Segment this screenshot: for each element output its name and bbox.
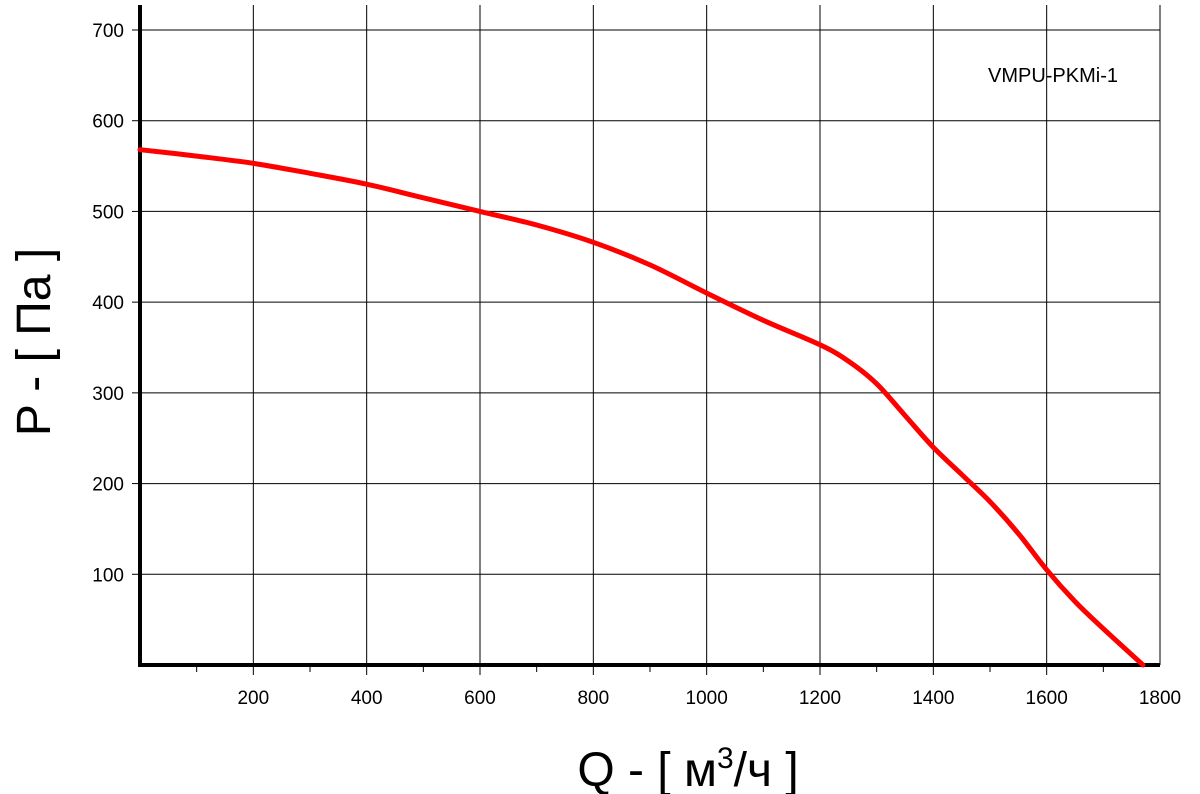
y-tick-label: 500 <box>92 202 124 223</box>
y-tick-label: 700 <box>92 21 124 42</box>
x-minor-ticks <box>132 29 1104 675</box>
x-tick-label: 200 <box>237 688 269 709</box>
series-layer <box>137 147 1146 668</box>
x-tick-label: 1400 <box>912 688 954 709</box>
x-axis-title: Q - [ м3/ч ] <box>577 742 798 794</box>
x-tick-labels: 200 400 600 800 1000 1200 1400 1600 1800 <box>237 688 1181 709</box>
x-tick-label: 400 <box>351 688 383 709</box>
x-tick-label: 600 <box>464 688 496 709</box>
y-axis-title: P - [ Па ] <box>8 248 61 436</box>
series-line <box>137 147 1146 668</box>
x-tick-label: 1200 <box>799 688 841 709</box>
axes <box>138 5 1160 667</box>
model-label: VMPU-PKMi-1 <box>988 65 1118 87</box>
x-tick-label: 1000 <box>686 688 728 709</box>
y-tick-label: 200 <box>92 475 124 496</box>
x-axis-title-base: Q - [ м <box>577 744 717 794</box>
y-tick-label: 400 <box>92 293 124 314</box>
y-tick-label: 300 <box>92 384 124 405</box>
x-tick-label: 1800 <box>1139 688 1181 709</box>
y-tick-label: 600 <box>92 112 124 133</box>
x-tick-label: 800 <box>577 688 609 709</box>
y-tick-label: 100 <box>92 565 124 586</box>
y-tick-labels: 100 200 300 400 500 600 700 <box>92 21 124 586</box>
x-axis-title-tail: /ч ] <box>734 744 799 794</box>
grid-lines <box>140 5 1161 665</box>
x-tick-label: 1600 <box>1026 688 1068 709</box>
x-axis-title-superscript: 3 <box>717 742 734 775</box>
